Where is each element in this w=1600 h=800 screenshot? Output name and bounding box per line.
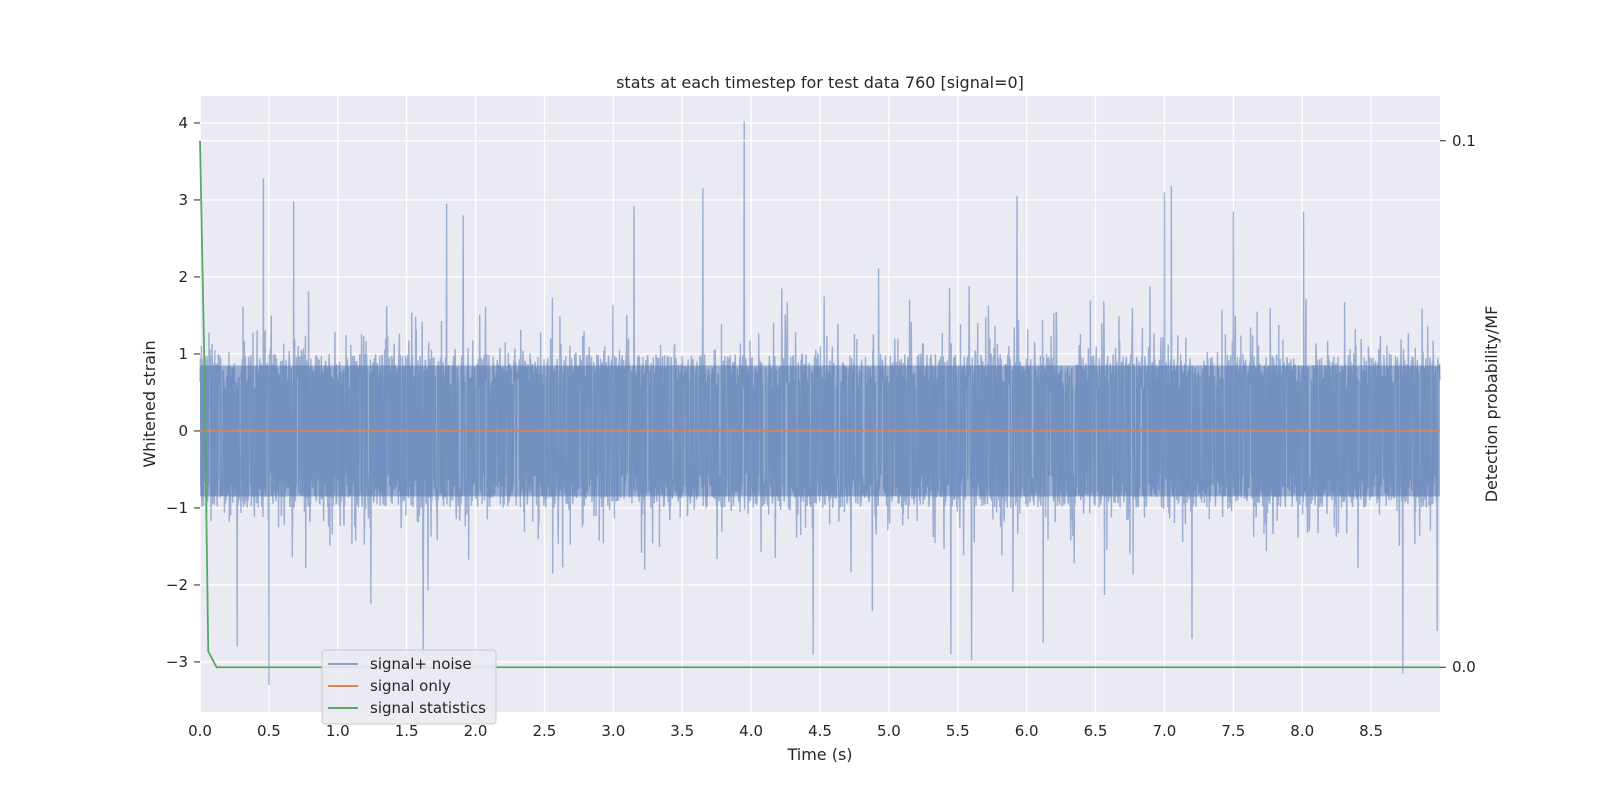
noise-trace xyxy=(199,121,1441,686)
y-tick-label: 1 xyxy=(178,345,188,363)
x-axis-label: Time (s) xyxy=(786,745,852,764)
x-tick-label: 7.5 xyxy=(1221,722,1245,740)
legend: signal+ noise signal only signal statist… xyxy=(321,649,497,725)
x-tick-label: 8.5 xyxy=(1359,722,1383,740)
right-tick-label: 0.1 xyxy=(1452,132,1476,150)
y-tick-label: 4 xyxy=(178,114,188,132)
x-axis-ticks: 0.0 0.5 1.0 1.5 2.0 2.5 3.0 3.5 4.0 4.5 5.0 5.5 6.0 6… xyxy=(188,722,1383,740)
right-axis-ticks: 0.0 0.1 xyxy=(1440,132,1476,676)
x-tick-label: 1.5 xyxy=(395,722,419,740)
y-tick-label: −2 xyxy=(166,576,188,594)
x-tick-label: 5.0 xyxy=(877,722,901,740)
x-tick-label: 7.0 xyxy=(1153,722,1177,740)
x-tick-label: 3.0 xyxy=(601,722,625,740)
x-tick-label: 6.5 xyxy=(1084,722,1108,740)
x-tick-label: 5.5 xyxy=(946,722,970,740)
x-tick-label: 0.5 xyxy=(257,722,281,740)
y-axis-ticks: −3 −2 −1 0 1 2 3 4 xyxy=(166,114,200,671)
right-tick-label: 0.0 xyxy=(1452,658,1476,676)
x-tick-label: 2.5 xyxy=(533,722,557,740)
y-tick-label: −1 xyxy=(166,499,188,517)
y-tick-label: −3 xyxy=(166,653,188,671)
x-tick-label: 8.0 xyxy=(1290,722,1314,740)
y-tick-label: 3 xyxy=(178,191,188,209)
y-axis-label: Whitened strain xyxy=(140,340,159,467)
right-axis-label: Detection probability/MF xyxy=(1482,306,1501,503)
x-tick-label: 0.0 xyxy=(188,722,212,740)
x-tick-label: 6.0 xyxy=(1015,722,1039,740)
x-tick-label: 3.5 xyxy=(670,722,694,740)
legend-label-signal-noise: signal+ noise xyxy=(370,655,472,673)
x-tick-label: 1.0 xyxy=(326,722,350,740)
y-tick-label: 2 xyxy=(178,268,188,286)
x-tick-label: 2.0 xyxy=(464,722,488,740)
legend-label-signal-statistics: signal statistics xyxy=(370,699,486,717)
x-tick-label: 4.0 xyxy=(739,722,763,740)
y-tick-label: 0 xyxy=(178,422,188,440)
legend-label-signal-only: signal only xyxy=(370,677,451,695)
legend-box xyxy=(321,649,497,725)
chart-title: stats at each timestep for test data 760… xyxy=(616,73,1024,92)
x-tick-label: 4.5 xyxy=(808,722,832,740)
